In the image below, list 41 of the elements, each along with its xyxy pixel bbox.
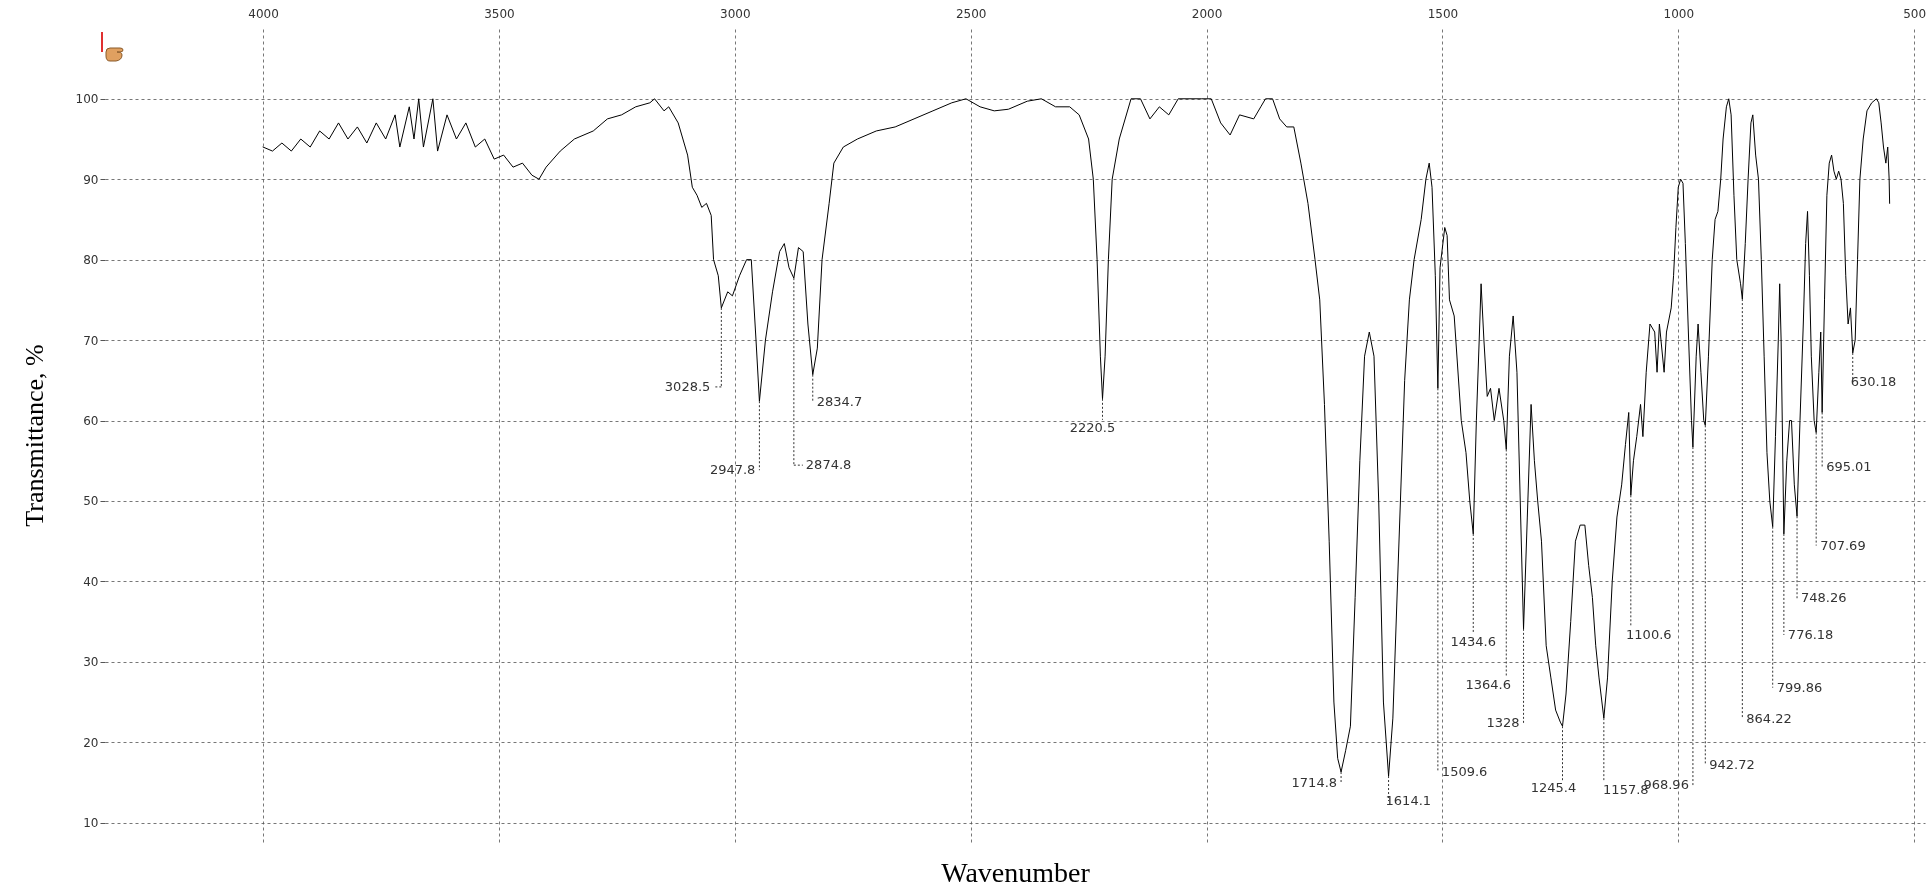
annotation: 2220.5 [1069,419,1116,435]
annotation: 2874.8 [805,457,852,473]
annotation: 1245.4 [1530,780,1577,796]
annotation: 3028.5 [664,378,711,394]
annotation: 1328 [1486,714,1520,730]
annotation: 799.86 [1776,679,1823,695]
y-axis-title: Transmittance, % [19,344,49,527]
annotation: 2947.8 [709,462,756,478]
y-tick-label: 20 [83,735,99,750]
annotation: 630.18 [1850,373,1897,389]
annotation: 2834.7 [816,393,863,409]
y-tick-label: 10 [83,816,99,831]
annotation: 1434.6 [1450,633,1497,649]
annotation: 1614.1 [1385,793,1432,809]
annotation: 942.72 [1709,757,1755,773]
y-tick-label: 60 [83,414,99,429]
y-tick-label: 90 [83,172,99,187]
annotation: 864.22 [1746,711,1792,727]
y-tick-label: 40 [83,574,99,589]
annotation: 707.69 [1820,537,1866,553]
y-tick-label: 100 [75,92,99,107]
annotation: 1714.8 [1291,775,1338,791]
x-tick-label: 2000 [1191,6,1223,21]
annotation: 1509.6 [1441,764,1488,780]
x-axis-title: Wavenumber [941,856,1091,888]
annotation: 748.26 [1801,590,1847,606]
annotation: 1100.6 [1626,627,1672,643]
y-tick-label: 70 [83,333,99,348]
x-tick-label: 2500 [955,6,987,21]
annotation: 695.01 [1826,459,1872,475]
y-tick-label: 80 [83,253,99,268]
annotation: 776.18 [1787,626,1834,642]
x-tick-label: 4000 [248,6,279,21]
annotation: 1364.6 [1465,677,1512,693]
x-tick-label: 1000 [1663,6,1695,21]
x-tick-label: 3000 [720,6,751,21]
x-tick-label: 500 [1903,6,1927,21]
y-tick-label: 50 [83,494,99,509]
x-tick-label: 3500 [484,6,515,21]
y-tick-label: 30 [83,655,99,670]
x-tick-label: 1500 [1427,6,1459,21]
